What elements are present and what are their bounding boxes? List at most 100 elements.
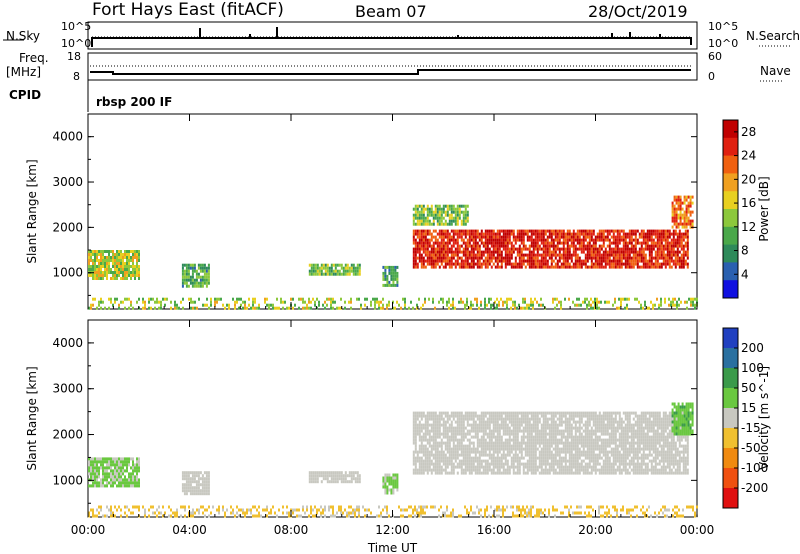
panel-0-cell xyxy=(226,303,228,307)
panel-0-cell xyxy=(420,235,423,239)
panel-0-cell xyxy=(566,256,569,260)
panel-1-cell xyxy=(354,477,357,481)
panel-0-cell xyxy=(520,229,523,233)
panel-0-cell xyxy=(626,253,629,257)
panel-0-cell xyxy=(464,306,466,310)
panel-1-cell xyxy=(430,438,433,442)
panel-0-cell xyxy=(590,238,593,242)
panel-1-cell xyxy=(430,429,433,433)
panel-0-cell xyxy=(434,207,437,211)
panel-1-cell xyxy=(352,474,355,478)
panel-1-cell xyxy=(106,460,108,464)
panel-0-cell xyxy=(414,256,417,260)
panel-1-cell xyxy=(472,411,475,415)
panel-1-cell xyxy=(550,411,553,415)
panel-0-cell xyxy=(456,229,459,233)
panel-1-cell xyxy=(500,441,503,445)
panel-0-cell xyxy=(600,244,603,248)
panel-0-cell xyxy=(444,262,447,266)
panel-0-cell xyxy=(512,247,515,251)
panel-0-cell xyxy=(388,280,391,284)
panel-0-cell xyxy=(512,250,515,254)
panel-0-cell xyxy=(504,256,507,260)
panel-1-cell xyxy=(504,459,507,463)
panel-1-cell xyxy=(558,420,561,424)
panel-1-cell xyxy=(318,471,321,475)
panel-1-cell xyxy=(518,444,521,448)
panel-0-cell xyxy=(650,256,653,260)
panel-0-cell xyxy=(492,250,495,254)
panel-0-cell xyxy=(624,306,626,310)
panel-0-cell xyxy=(462,210,465,214)
panel-0-cell xyxy=(124,262,126,265)
panel-1-cell xyxy=(552,456,555,460)
panel-1-cell xyxy=(560,411,563,415)
panel-0-cell xyxy=(244,306,246,310)
panel-1-cell xyxy=(524,453,527,457)
panel-0-cell xyxy=(460,219,463,223)
panel-0-cell xyxy=(674,297,676,301)
panel-0-cell xyxy=(328,269,331,273)
panel-1-cell xyxy=(462,453,465,457)
panel-0-cell xyxy=(476,232,479,236)
panel-1-cell xyxy=(124,475,126,479)
panel-0-cell xyxy=(432,222,435,226)
panel-0-cell xyxy=(622,256,625,260)
panel-0-cell xyxy=(518,250,521,254)
panel-0-cell xyxy=(546,259,549,263)
panel-0-cell xyxy=(530,259,533,263)
panel-1-cell xyxy=(462,450,465,454)
panel-1-cell xyxy=(576,420,579,424)
panel-1-cell xyxy=(548,450,551,454)
panel-1-cell xyxy=(426,432,429,436)
panel-1-cell xyxy=(118,466,120,470)
panel-0-cell xyxy=(108,256,110,259)
panel-1-cell xyxy=(466,456,469,460)
panel-0-cell xyxy=(540,303,542,307)
panel-0-cell xyxy=(195,275,198,279)
panel-1-cell xyxy=(514,441,517,445)
panel-1-cell xyxy=(424,414,427,418)
panel-0-cell xyxy=(191,281,194,285)
panel-1-cell xyxy=(556,453,559,457)
panel-1-cell xyxy=(464,417,467,421)
panel-0-cell xyxy=(442,300,444,304)
panel-0-cell xyxy=(436,219,439,223)
panel-0-cell xyxy=(498,238,501,242)
panel-1-cell xyxy=(422,414,425,418)
panel-0-cell xyxy=(278,306,280,310)
panel-1-cell xyxy=(416,456,419,460)
panel-1-cell xyxy=(576,438,579,442)
panel-0-cell xyxy=(668,265,671,269)
panel-1-cell xyxy=(434,444,437,448)
panel-1-cell xyxy=(185,489,188,493)
panel-0-cell xyxy=(548,229,551,233)
panel-0-cell xyxy=(466,213,469,217)
panel-1-cell xyxy=(512,441,515,445)
panel-1-cell xyxy=(458,414,461,418)
panel-0-cell xyxy=(252,306,254,310)
panel-1-cell xyxy=(542,411,545,415)
panel-1-cell xyxy=(530,423,533,427)
panel-0-cell xyxy=(422,241,425,245)
panel-1-cell xyxy=(578,423,581,427)
panel-0-cell xyxy=(336,306,338,310)
panel-1-cell xyxy=(456,417,459,421)
panel-1-cell xyxy=(516,468,519,472)
panel-1-cell xyxy=(594,453,597,457)
panel-1-cell xyxy=(548,435,551,439)
panel-1-cell xyxy=(458,453,461,457)
panel-1-cell xyxy=(474,432,477,436)
panel-1-cell xyxy=(468,453,471,457)
panel-0-cell xyxy=(346,269,349,273)
panel-0-cell xyxy=(424,232,427,236)
panel-1-cell xyxy=(566,441,569,445)
panel-1-cell xyxy=(96,472,98,476)
panel-1-cell xyxy=(454,438,457,442)
panel-0-cell xyxy=(660,265,663,269)
panel-1-cell xyxy=(94,484,96,488)
panel-0-cell xyxy=(546,247,549,251)
panel-0-cell xyxy=(506,306,508,310)
panel-1-cell xyxy=(412,462,415,466)
panel-1-cell xyxy=(584,456,587,460)
